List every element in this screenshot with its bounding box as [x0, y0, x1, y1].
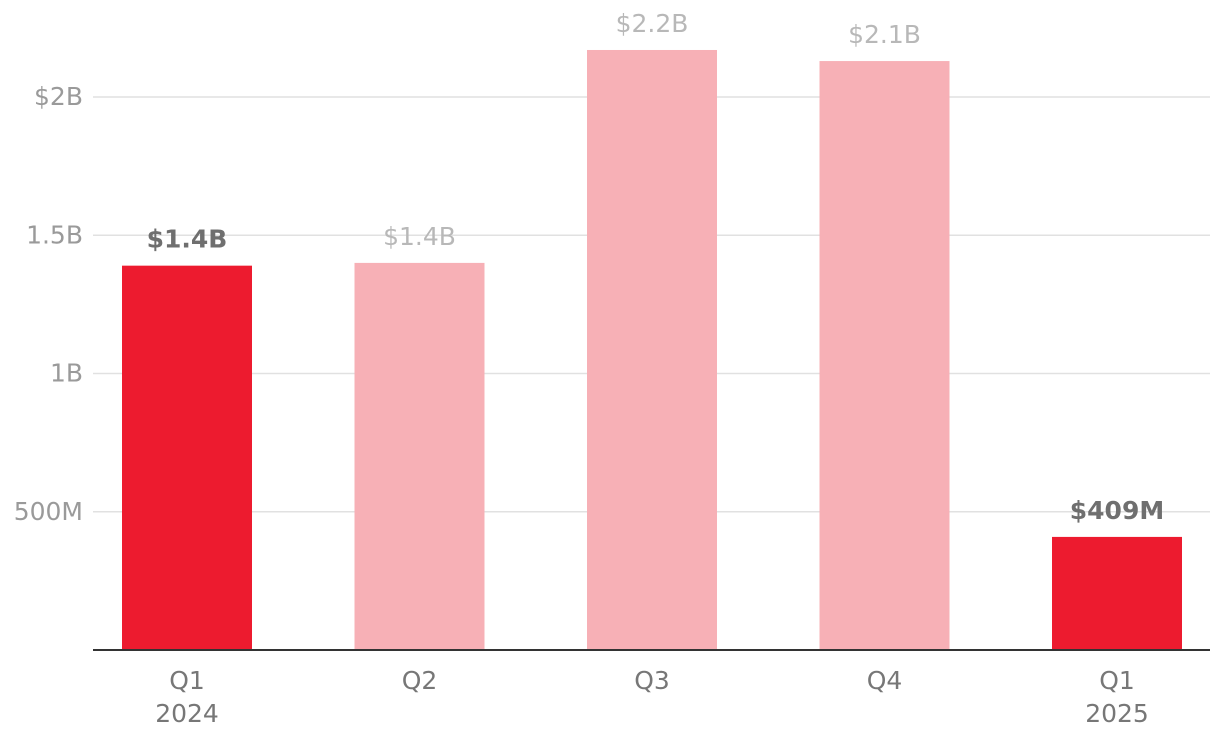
bar	[354, 262, 485, 650]
y-axis-ticks: 500M 1B 1.5B $2B	[14, 82, 83, 526]
y-tick-label: 500M	[14, 497, 83, 526]
data-label: $409M	[1070, 496, 1164, 525]
data-labels: $1.4B $1.4B $2.2B $2.1B $409M	[147, 9, 1165, 525]
y-tick-label: 1B	[50, 359, 83, 388]
x-tick-label: Q1	[169, 666, 205, 695]
x-tick-label: Q4	[867, 666, 903, 695]
y-tick-label: $2B	[34, 82, 83, 111]
x-tick-year-label: 2025	[1085, 699, 1149, 728]
bar	[122, 265, 252, 650]
bar	[1052, 536, 1182, 650]
y-tick-label: 1.5B	[26, 220, 83, 249]
x-axis-ticks: Q1 2024 Q2 Q3 Q4 Q1 2025	[155, 666, 1149, 728]
data-label: $2.2B	[616, 9, 689, 38]
bar	[819, 61, 950, 651]
bar	[587, 49, 717, 651]
x-tick-label: Q2	[402, 666, 438, 695]
x-tick-year-label: 2024	[155, 699, 219, 728]
x-tick-label: Q1	[1099, 666, 1135, 695]
data-label: $2.1B	[848, 20, 921, 49]
bars	[122, 49, 1182, 651]
data-label: $1.4B	[147, 225, 228, 254]
x-tick-label: Q3	[634, 666, 670, 695]
data-label: $1.4B	[383, 222, 456, 251]
